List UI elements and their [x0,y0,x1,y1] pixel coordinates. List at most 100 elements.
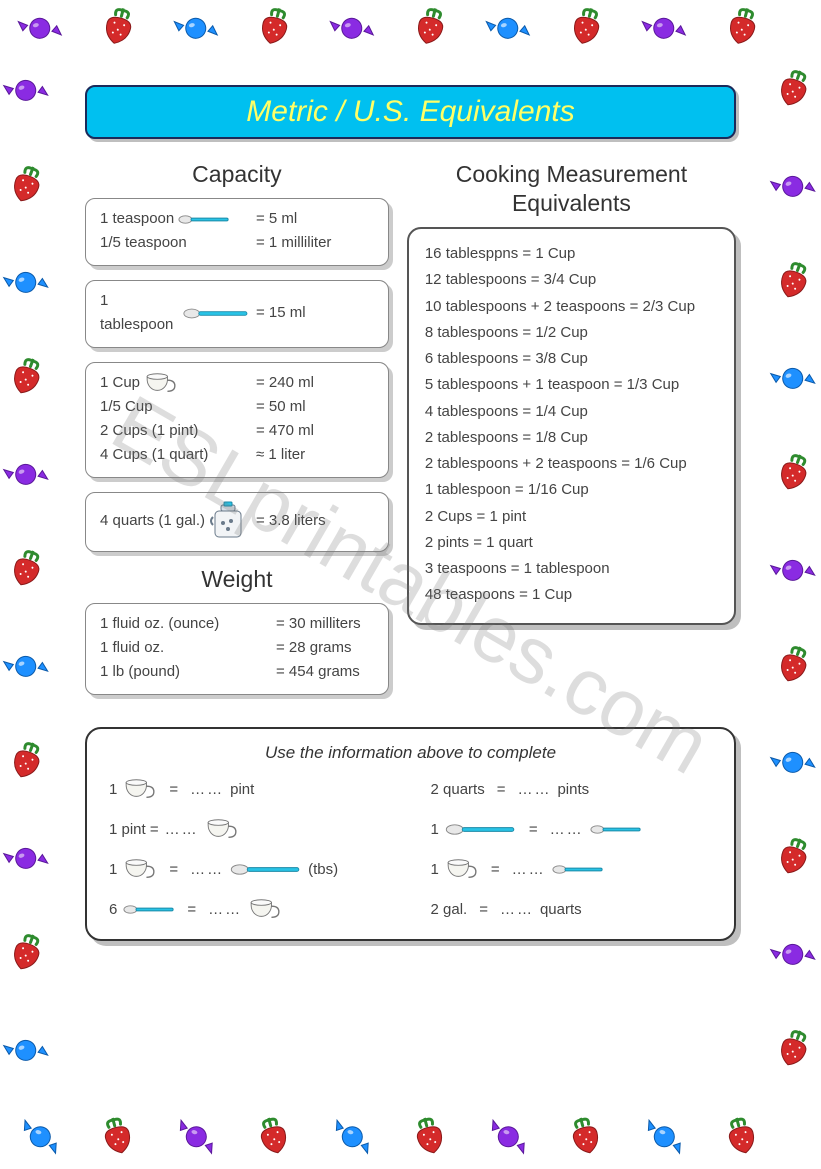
weight-rhs: = 30 milliters [276,612,361,636]
capacity-lhs: 1 tablespoon [100,289,250,337]
ex-left: 1 [431,861,439,878]
ex-blank[interactable]: …… [512,861,546,878]
ex-left: 2 gal. [431,901,468,918]
ex-equals: = [169,861,178,878]
capacity-lhs: 1/5 teaspoon [100,231,250,255]
right-column: Cooking Measurement Equivalents 16 table… [407,157,736,709]
cooking-line: 1 tablespoon = 1/16 Cup [425,477,718,503]
tablespoon-icon [230,862,302,877]
cooking-line: 48 teaspoons = 1 Cup [425,582,718,608]
capacity-row: 1 Cup = 240 ml [100,371,374,395]
capacity-row: 1 tablespoon = 15 ml [100,289,374,337]
capacity-row: 4 quarts (1 gal.) = 3.8 liters [100,501,374,541]
exercise-row: 2 quarts = …… pints [431,777,713,801]
cooking-line: 2 pints = 1 quart [425,530,718,556]
tablespoon-icon [183,306,250,321]
teaspoon-icon [123,903,175,916]
capacity-row: 1/5 Cup = 50 ml [100,395,374,419]
ex-blank[interactable]: …… [190,781,224,798]
cooking-line: 5 tablespoons + 1 teaspoon = 1/3 Cup [425,372,718,398]
exercise-instruction: Use the information above to complete [109,743,712,763]
capacity-lhs: 4 Cups (1 quart) [100,443,250,467]
weight-row: 1 fluid oz. (ounce)= 30 milliters [100,612,374,636]
capacity-rhs: = 470 ml [256,419,314,443]
ex-right: pint [230,781,254,798]
ex-left: 1 pint = [109,821,159,838]
cup-icon [205,817,239,841]
teaspoon-icon [178,213,230,226]
exercise-grid: 1 = …… pint 2 quarts = …… pints 1 pint = …… 1 = ……… [109,777,712,921]
cup-icon [123,777,157,801]
weight-rhs: = 28 grams [276,636,351,660]
ex-equals: = [491,861,500,878]
teaspoon-icon [552,863,604,876]
capacity-rhs: = 50 ml [256,395,306,419]
capacity-card: 1 Cup = 240 ml1/5 Cup = 50 ml2 Cups (1 p… [85,362,389,478]
weight-row: 1 lb (pound)= 454 grams [100,660,374,684]
capacity-rhs: ≈ 1 liter [256,443,305,467]
capacity-lhs: 1 teaspoon [100,207,250,231]
ex-blank[interactable]: …… [208,901,242,918]
cooking-line: 3 teaspoons = 1 tablespoon [425,556,718,582]
ex-blank[interactable]: …… [190,861,224,878]
ex-left: 6 [109,901,117,918]
cooking-line: 12 tablespoons = 3/4 Cup [425,267,718,293]
capacity-lhs: 1 Cup [100,371,250,395]
capacity-rhs: = 3.8 liters [256,509,326,533]
cooking-line: 4 tablespoons = 1/4 Cup [425,399,718,425]
ex-blank[interactable]: …… [165,821,199,838]
cup-icon [445,857,479,881]
capacity-card: 1 tablespoon = 15 ml [85,280,389,348]
ex-left: 1 [109,861,117,878]
jug-icon [209,501,249,541]
cup-icon [248,897,282,921]
cooking-line: 8 tablespoons = 1/2 Cup [425,320,718,346]
page: Metric / U.S. Equivalents Capacity 1 tea… [30,30,791,1139]
page-title: Metric / U.S. Equivalents [97,95,724,129]
capacity-rhs: = 5 ml [256,207,297,231]
cooking-heading-1: Cooking Measurement [407,161,736,188]
capacity-lhs: 2 Cups (1 pint) [100,419,250,443]
cup-icon [123,857,157,881]
tablespoon-icon [445,822,517,837]
ex-blank[interactable]: …… [517,781,551,798]
title-box: Metric / U.S. Equivalents [85,85,736,139]
capacity-card: 1 teaspoon = 5 ml1/5 teaspoon = 1 millil… [85,198,389,266]
exercise-box: Use the information above to complete 1 =… [85,727,736,941]
exercise-row: 1 = …… [431,857,713,881]
weight-lhs: 1 lb (pound) [100,660,270,684]
ex-blank[interactable]: …… [500,901,534,918]
cooking-equivalents-card: 16 tablesppns = 1 Cup12 tablespoons = 3/… [407,227,736,625]
teaspoon-icon [590,823,642,836]
weight-row: 1 fluid oz.= 28 grams [100,636,374,660]
ex-equals: = [169,781,178,798]
weight-lhs: 1 fluid oz. (ounce) [100,612,270,636]
capacity-row: 1 teaspoon = 5 ml [100,207,374,231]
exercise-row: 1 = …… (tbs) [109,857,391,881]
exercise-row: 1 pint = …… [109,817,391,841]
ex-right: pints [557,781,589,798]
weight-heading: Weight [85,566,389,593]
capacity-lhs: 4 quarts (1 gal.) [100,501,250,541]
ex-blank[interactable]: …… [550,821,584,838]
cooking-line: 2 tablespoons = 1/8 Cup [425,425,718,451]
capacity-rhs: = 15 ml [256,301,306,325]
ex-suffix: (tbs) [308,861,338,878]
ex-left: 1 [109,781,117,798]
cup-icon [144,371,178,395]
capacity-row: 2 Cups (1 pint) = 470 ml [100,419,374,443]
weight-lhs: 1 fluid oz. [100,636,270,660]
capacity-rhs: = 240 ml [256,371,314,395]
ex-left: 2 quarts [431,781,485,798]
ex-right: quarts [540,901,582,918]
cooking-line: 2 Cups = 1 pint [425,504,718,530]
cooking-heading-2: Equivalents [407,190,736,217]
capacity-heading: Capacity [85,161,389,188]
ex-equals: = [497,781,506,798]
capacity-row: 1/5 teaspoon = 1 milliliter [100,231,374,255]
exercise-row: 1 = …… pint [109,777,391,801]
left-column: Capacity 1 teaspoon = 5 ml1/5 teaspoon =… [85,157,389,709]
cooking-line: 6 tablespoons = 3/8 Cup [425,346,718,372]
capacity-rhs: = 1 milliliter [256,231,331,255]
cooking-line: 2 tablespoons + 2 teaspoons = 1/6 Cup [425,451,718,477]
